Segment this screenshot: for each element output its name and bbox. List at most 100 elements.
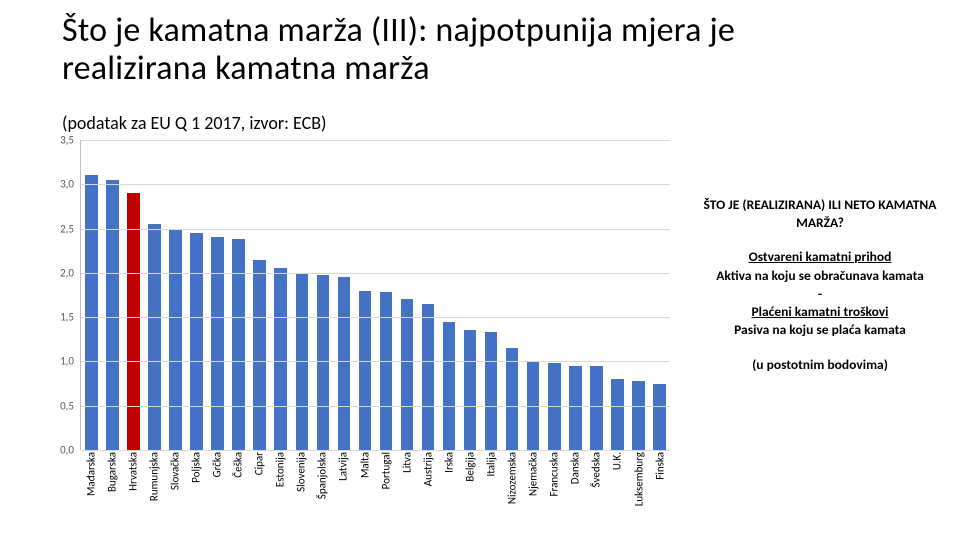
plot-area: [80, 140, 670, 450]
bar: [359, 291, 372, 450]
y-tick-label: 1,0: [46, 355, 74, 368]
explainer-line2: Aktiva na koju se obračunava kamata: [694, 267, 946, 285]
x-tick-label: Švedska: [590, 452, 603, 487]
bar: [274, 268, 287, 450]
x-tick-label: Njemačka: [527, 452, 540, 496]
bar-cell: [186, 140, 207, 450]
explainer-minus: -: [694, 285, 946, 303]
explainer-line1: Ostvareni kamatni prihod: [749, 248, 892, 265]
bar: [569, 366, 582, 450]
x-label-cell: Litva: [396, 452, 417, 512]
x-label-cell: Mađarska: [80, 452, 101, 512]
x-label-cell: Luksemburg: [628, 452, 649, 512]
bar-cell: [228, 140, 249, 450]
bar: [169, 229, 182, 450]
bar-cell: [607, 140, 628, 450]
bar-cell: [375, 140, 396, 450]
x-label-cell: Hrvatska: [122, 452, 143, 512]
bar-cell: [354, 140, 375, 450]
y-tick-label: 1,5: [46, 311, 74, 324]
bar: [211, 237, 224, 450]
bar-cell: [439, 140, 460, 450]
x-label-cell: Slovačka: [164, 452, 185, 512]
bar: [190, 233, 203, 450]
bar: [232, 239, 245, 450]
bar: [106, 180, 119, 450]
bars-container: [81, 140, 670, 450]
bar: [464, 330, 477, 450]
gridline: [81, 406, 670, 407]
x-label-cell: U.K.: [607, 452, 628, 512]
gridline: [81, 184, 670, 185]
x-label-cell: Portugal: [375, 452, 396, 512]
x-tick-label: Irska: [442, 452, 455, 473]
bar-cell: [628, 140, 649, 450]
x-label-cell: Slovenija: [291, 452, 312, 512]
x-tick-label: Češka: [232, 452, 245, 478]
page-subtitle: (podatak za EU Q 1 2017, izvor: ECB): [62, 112, 326, 134]
explainer-line4: Pasiva na koju se plaća kamata: [694, 321, 946, 339]
x-tick-label: Portugal: [379, 452, 392, 489]
y-tick-label: 2,5: [46, 222, 74, 235]
x-label-cell: Latvija: [333, 452, 354, 512]
x-label-cell: Austrija: [417, 452, 438, 512]
x-label-cell: Bugarska: [101, 452, 122, 512]
bar-cell: [291, 140, 312, 450]
bar: [253, 260, 266, 450]
bar-cell: [460, 140, 481, 450]
x-label-cell: Češka: [228, 452, 249, 512]
x-label-cell: Francuska: [544, 452, 565, 512]
x-label-cell: Irska: [438, 452, 459, 512]
bar-chart: Mađarska Bugarska Hrvatska Rumunjska Slovačk…: [52, 134, 670, 514]
bar: [401, 299, 414, 450]
gridline: [81, 317, 670, 318]
x-tick-label: Luksemburg: [632, 452, 645, 506]
x-label-cell: Njemačka: [523, 452, 544, 512]
x-tick-label: U.K.: [611, 452, 624, 470]
y-tick-label: 3,5: [46, 134, 74, 147]
bar-cell: [165, 140, 186, 450]
bar-cell: [123, 140, 144, 450]
bar-cell: [649, 140, 670, 450]
x-label-cell: Španjolska: [312, 452, 333, 512]
x-tick-label: Cipar: [253, 452, 266, 475]
x-tick-label: Litva: [400, 452, 413, 473]
x-axis-labels: Mađarska Bugarska Hrvatska Rumunjska Slovačk…: [80, 452, 670, 512]
bar: [422, 304, 435, 450]
x-tick-label: Estonija: [274, 452, 287, 487]
bar-cell: [481, 140, 502, 450]
bar: [338, 277, 351, 450]
explainer-line5: (u postotnim bodovima): [694, 356, 946, 374]
bar: [85, 175, 98, 450]
bar-cell: [312, 140, 333, 450]
x-label-cell: Cipar: [249, 452, 270, 512]
bar-cell: [523, 140, 544, 450]
bar: [485, 332, 498, 450]
x-label-cell: Nizozemska: [502, 452, 523, 512]
bar-cell: [249, 140, 270, 450]
x-label-cell: Belgija: [459, 452, 480, 512]
explainer-heading: ŠTO JE (REALIZIRANA) ILI NETO KAMATNA MA…: [694, 196, 946, 232]
x-tick-label: Belgija: [463, 452, 476, 482]
x-label-cell: Malta: [354, 452, 375, 512]
x-tick-label: Francuska: [548, 452, 561, 497]
x-tick-label: Poljska: [189, 452, 202, 483]
x-label-cell: Danska: [565, 452, 586, 512]
bar-cell: [586, 140, 607, 450]
x-tick-label: Finska: [653, 452, 666, 480]
bar: [611, 379, 624, 450]
bar-cell: [270, 140, 291, 450]
x-tick-label: Rumunjska: [147, 452, 160, 501]
x-tick-label: Grčka: [211, 452, 224, 477]
page-title: Što je kamatna marža (III): najpotpunija…: [62, 12, 882, 88]
bar-cell: [565, 140, 586, 450]
bar-cell: [144, 140, 165, 450]
x-tick-label: Bugarska: [105, 452, 118, 492]
bar-cell: [418, 140, 439, 450]
gridline: [81, 273, 670, 274]
bar: [148, 224, 161, 450]
bar: [443, 322, 456, 450]
x-tick-label: Španjolska: [316, 452, 329, 499]
x-tick-label: Slovačka: [168, 452, 181, 490]
x-label-cell: Poljska: [185, 452, 206, 512]
